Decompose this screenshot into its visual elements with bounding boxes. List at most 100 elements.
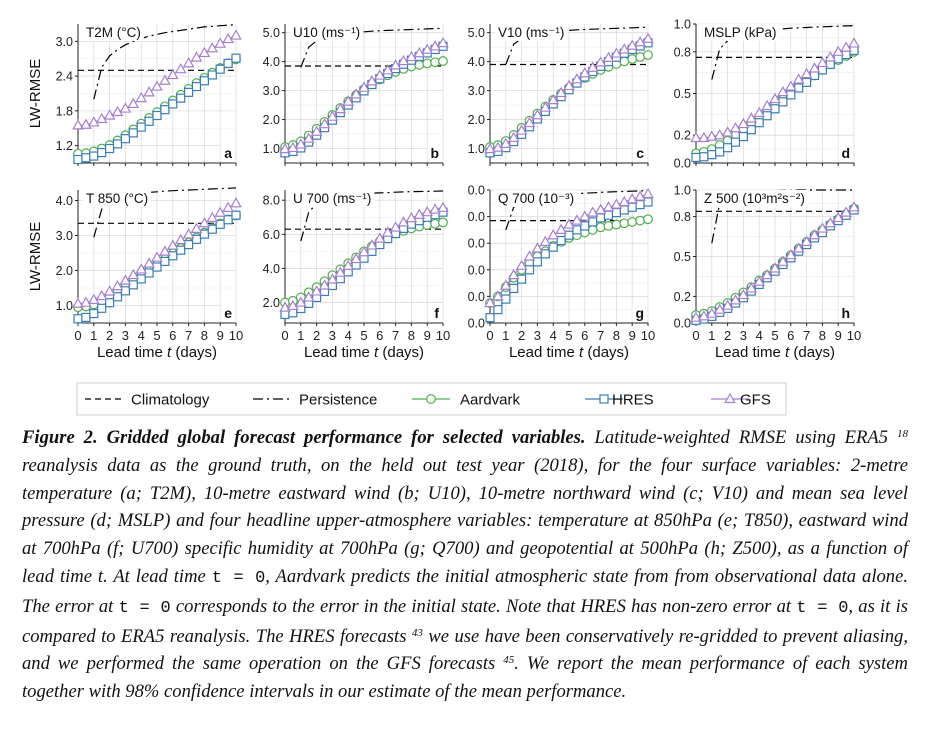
caption-t-variable: t — [97, 565, 104, 587]
legend-label-climatology: Climatology — [131, 392, 210, 409]
data-point-gfs — [721, 299, 734, 310]
data-point-gfs — [174, 233, 187, 245]
y-tick-label: 1.0 — [56, 299, 73, 313]
x-tick-label: 4 — [756, 328, 763, 343]
data-point-gfs — [492, 141, 504, 152]
data-point-hres — [73, 154, 83, 165]
x-axis-title-suffix: (days) — [171, 344, 217, 361]
data-point-hres — [120, 134, 131, 144]
series-line-persistence — [505, 26, 649, 65]
data-point-hres — [635, 200, 645, 210]
y-tick-label: 3.0 — [263, 84, 280, 98]
data-point-gfs — [318, 279, 331, 290]
x-axis-title: Lead time t (days) — [97, 344, 217, 361]
data-point-gfs — [429, 40, 441, 51]
y-tick-label: 8.0 — [263, 194, 280, 208]
panel-c: 1.0 2.0 3.0 4.0 5.0 V10 (ms⁻¹) c — [468, 24, 654, 166]
x-tick-label: 0 — [692, 328, 699, 343]
y-tick-label: 0.0 — [468, 237, 485, 251]
data-point-gfs — [350, 88, 362, 99]
data-point-aardvark — [414, 59, 425, 70]
data-point-hres — [199, 229, 209, 239]
data-point-gfs — [698, 131, 710, 143]
data-point-hres — [841, 49, 851, 60]
data-point-hres — [160, 105, 170, 115]
data-point-gfs — [523, 250, 536, 261]
caption-text-2: reanalysis data as the ground truth, on … — [22, 454, 908, 587]
data-point-hres — [619, 205, 629, 215]
panel-title-box — [290, 190, 375, 207]
data-point-gfs — [166, 68, 179, 80]
y-tick-label: 4.0 — [263, 55, 280, 69]
x-tick-label: 1 — [708, 328, 715, 343]
data-point-hres — [207, 224, 217, 234]
data-point-hres — [707, 150, 717, 160]
x-axis-title-variable: t — [785, 344, 790, 361]
data-point-hres — [794, 83, 804, 93]
figure-panel-grid: 1.2 1.8 2.4 3.0 T2M (°C) a 1.0 2.0 3.0 4.0 5.0 U10 … — [27, 18, 862, 416]
data-point-gfs — [769, 262, 781, 273]
data-point-gfs — [848, 37, 860, 48]
y-tick-label: 5.0 — [263, 26, 280, 40]
panel-letter: g — [635, 305, 644, 321]
panel-g: 0.00.00.00.00.00.00 1 2 3 4 5 6 7 8 9 10Q 700 (10⁻… — [468, 184, 656, 362]
data-point-aardvark — [627, 217, 638, 227]
data-point-gfs — [366, 239, 378, 250]
data-point-aardvark — [643, 50, 653, 60]
x-axis-title: Lead time t (days) — [509, 344, 629, 361]
x-tick-label: 2 — [106, 328, 113, 343]
data-point-gfs — [626, 39, 639, 50]
series-line-persistence — [711, 25, 855, 80]
panel-title: T2M (°C) — [86, 25, 141, 40]
data-point-gfs — [373, 232, 386, 243]
data-point-gfs — [287, 141, 299, 153]
data-point-gfs — [808, 228, 821, 240]
data-point-gfs — [840, 206, 852, 217]
x-tick-label: 6 — [169, 328, 176, 343]
x-tick-label: 7 — [392, 328, 399, 343]
panel-letter-box — [221, 144, 236, 162]
y-tick-label: 1.2 — [56, 139, 73, 153]
data-point-hres — [778, 97, 788, 107]
x-tick-label: 8 — [819, 328, 826, 343]
data-point-gfs — [634, 36, 646, 47]
data-point-gfs — [287, 299, 299, 311]
data-point-hres — [89, 308, 99, 319]
data-point-gfs — [127, 268, 140, 280]
y-tick-label: 2.0 — [263, 296, 280, 310]
data-point-hres — [128, 128, 138, 138]
data-point-hres — [184, 240, 194, 250]
data-point-gfs — [800, 67, 813, 79]
data-point-gfs — [302, 291, 315, 302]
data-point-gfs — [334, 266, 347, 277]
x-tick-label: 5 — [360, 328, 367, 343]
data-point-gfs — [571, 214, 583, 225]
data-point-hres — [104, 298, 115, 308]
panel-letter: d — [841, 145, 850, 161]
data-point-gfs — [777, 255, 789, 266]
y-tick-label: 4.0 — [56, 194, 73, 208]
legend: Climatology Persistence Aardvark HRES GFS — [76, 382, 787, 416]
data-point-aardvark — [603, 221, 614, 231]
x-tick-label: 5 — [153, 328, 160, 343]
data-point-gfs — [610, 47, 623, 58]
data-point-gfs — [421, 43, 434, 54]
data-point-gfs — [705, 130, 718, 141]
data-point-gfs — [499, 137, 512, 148]
y-tick-label: 6.0 — [263, 228, 280, 242]
panel-h: 0.0 0.2 0.5 0.8 1.0 0 1 2 3 4 5 6 7 8 9 10 Z 500 (10³m²s… — [674, 184, 862, 362]
data-point-gfs — [151, 251, 163, 262]
x-tick-label: 9 — [217, 328, 224, 343]
data-point-gfs — [808, 62, 821, 73]
data-point-gfs — [555, 223, 567, 234]
data-point-gfs — [198, 217, 211, 228]
panel-letter-box — [838, 304, 853, 322]
x-axis-title-variable: t — [579, 344, 584, 361]
data-point-gfs — [381, 64, 394, 75]
data-point-gfs — [531, 242, 544, 253]
data-point-gfs — [373, 69, 386, 80]
legend-marker-gfs — [724, 392, 736, 404]
data-point-hres — [215, 64, 225, 74]
data-point-gfs — [840, 41, 852, 52]
data-point-gfs — [769, 92, 781, 104]
